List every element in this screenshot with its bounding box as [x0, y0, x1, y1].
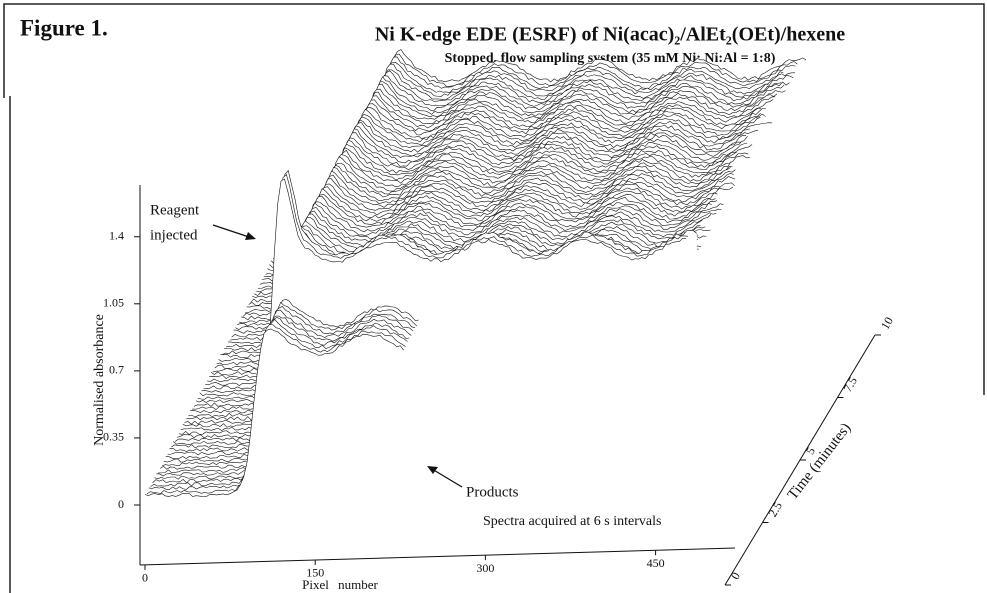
spectrum-trace — [154, 309, 414, 480]
x-tick-label: 0 — [142, 571, 148, 585]
figure-label: Figure 1. — [20, 15, 108, 40]
annotation: Reagent — [150, 202, 200, 218]
annotation: Products — [466, 484, 519, 500]
annotation: injected — [150, 227, 198, 243]
z-tick-label: 7.5 — [840, 374, 860, 394]
spectrum-trace — [150, 317, 410, 487]
y-tick-label: 0 — [118, 497, 124, 511]
y-tick-label: 0.35 — [103, 430, 124, 444]
spectrum-trace — [156, 306, 416, 477]
spectrum-trace — [148, 319, 408, 491]
x-axis-label: Pixel number — [302, 577, 378, 592]
spectra — [144, 49, 809, 505]
y-tick-label: 1.05 — [103, 296, 124, 310]
annotation: Spectra acquired at 6 s intervals — [483, 514, 661, 529]
spectrum-trace — [152, 315, 412, 484]
frame — [3, 3, 985, 395]
spectrum-trace — [146, 324, 406, 495]
x-tick-label: 300 — [476, 561, 494, 575]
x-tick-label: 150 — [306, 566, 324, 580]
arrow-head — [427, 466, 438, 474]
z-tick-label: 2.5 — [765, 499, 785, 519]
y-tick-label: 1.4 — [109, 228, 124, 242]
x-tick-label: 450 — [647, 556, 665, 570]
y-axis-label: Normalised absorbance — [92, 314, 107, 446]
arrow — [431, 468, 463, 488]
y-tick-label: 0.7 — [109, 363, 124, 377]
arrow-head — [245, 232, 256, 240]
x-axis — [139, 547, 736, 566]
trace-fill — [145, 328, 406, 505]
spectrum-trace — [144, 328, 404, 498]
spectrum-trace — [158, 301, 418, 474]
title: Ni K-edge EDE (ESRF) of Ni(acac)₂/AlEt₂(… — [375, 24, 845, 46]
arrow — [212, 224, 253, 239]
